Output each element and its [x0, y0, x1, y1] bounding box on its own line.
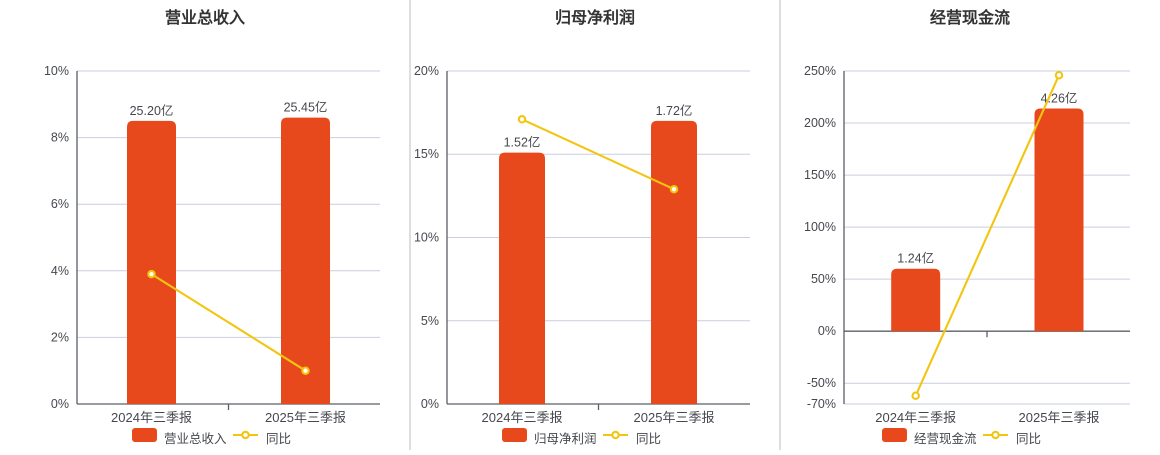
svg-text:2025年三季报: 2025年三季报 [265, 410, 346, 425]
svg-text:1.24亿: 1.24亿 [897, 251, 934, 266]
svg-text:100%: 100% [804, 220, 836, 234]
svg-text:15%: 15% [414, 147, 439, 161]
svg-text:0%: 0% [421, 397, 439, 411]
svg-text:经营现金流: 经营现金流 [914, 431, 977, 446]
svg-text:8%: 8% [51, 131, 69, 145]
svg-text:归母净利润: 归母净利润 [534, 432, 597, 446]
svg-text:25.45亿: 25.45亿 [284, 100, 328, 115]
svg-text:2%: 2% [51, 330, 69, 344]
svg-text:1.72亿: 1.72亿 [656, 103, 693, 118]
svg-text:同比: 同比 [1016, 432, 1041, 446]
svg-text:6%: 6% [51, 197, 69, 211]
svg-text:5%: 5% [421, 314, 439, 328]
svg-text:10%: 10% [44, 64, 69, 78]
svg-text:250%: 250% [804, 64, 836, 78]
svg-text:同比: 同比 [636, 432, 661, 446]
svg-text:2024年三季报: 2024年三季报 [482, 410, 563, 425]
svg-text:0%: 0% [51, 397, 69, 411]
svg-text:50%: 50% [811, 272, 836, 286]
svg-text:2025年三季报: 2025年三季报 [634, 410, 715, 425]
svg-text:2024年三季报: 2024年三季报 [875, 410, 956, 425]
svg-text:10%: 10% [414, 231, 439, 245]
svg-text:4%: 4% [51, 264, 69, 278]
svg-text:0%: 0% [818, 324, 836, 338]
svg-text:营业总收入: 营业总收入 [164, 432, 227, 446]
svg-text:2024年三季报: 2024年三季报 [111, 410, 192, 425]
svg-text:经营现金流: 经营现金流 [930, 8, 1010, 27]
svg-text:20%: 20% [414, 64, 439, 78]
svg-text:150%: 150% [804, 168, 836, 182]
svg-text:200%: 200% [804, 116, 836, 130]
svg-text:营业总收入: 营业总收入 [165, 8, 245, 27]
svg-text:2025年三季报: 2025年三季报 [1019, 410, 1100, 425]
svg-text:同比: 同比 [266, 432, 291, 446]
svg-text:25.20亿: 25.20亿 [130, 103, 174, 118]
svg-text:-70%: -70% [807, 397, 836, 411]
svg-text:-50%: -50% [807, 376, 836, 390]
svg-text:归母净利润: 归母净利润 [555, 8, 635, 27]
svg-text:1.52亿: 1.52亿 [504, 135, 541, 150]
